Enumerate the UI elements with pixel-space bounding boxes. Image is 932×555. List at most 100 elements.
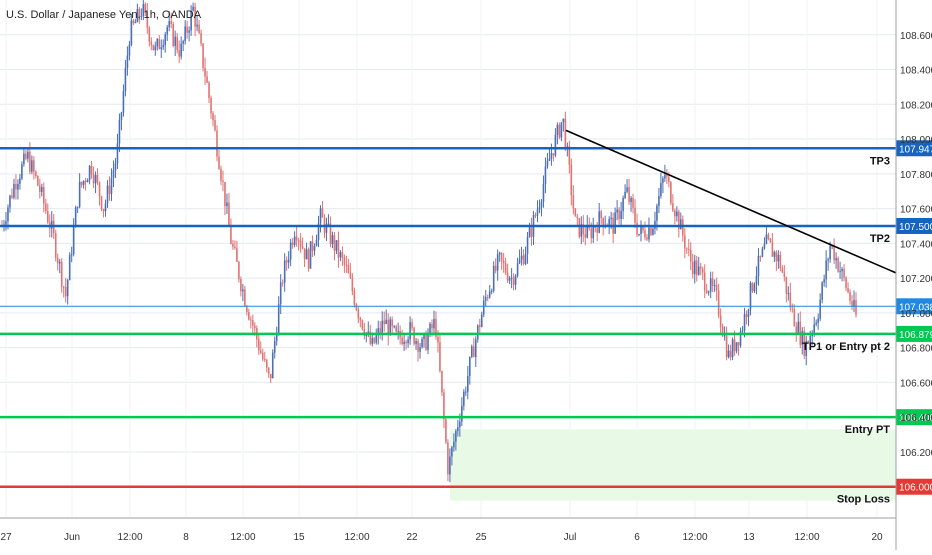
candle-body xyxy=(843,268,845,278)
candle-body xyxy=(490,290,493,292)
candle-body xyxy=(447,442,449,475)
level-label: TP3 xyxy=(870,155,890,167)
candle-body xyxy=(397,331,399,333)
candle-body xyxy=(174,36,176,46)
candle-body xyxy=(283,260,286,283)
candle-body xyxy=(827,259,829,261)
candle-body xyxy=(451,447,453,457)
candle-body xyxy=(614,212,616,234)
candle-body xyxy=(469,356,471,376)
candle-body xyxy=(220,168,222,181)
candle-body xyxy=(594,226,597,229)
candle-body xyxy=(530,227,533,237)
candle-body xyxy=(403,341,405,344)
candle-body xyxy=(554,134,557,156)
candle-body xyxy=(496,254,499,271)
price-tag xyxy=(896,298,932,315)
candle-body xyxy=(705,290,708,293)
candle-body xyxy=(19,178,21,184)
candle-body xyxy=(234,246,236,249)
candle-body xyxy=(363,328,366,337)
candle-body xyxy=(598,211,601,233)
y-tick-label: 106.800 xyxy=(900,344,932,355)
candle-body xyxy=(230,224,232,244)
candle-body xyxy=(146,12,149,28)
candle-body xyxy=(391,319,393,327)
candle-body xyxy=(634,207,636,223)
candle-body xyxy=(58,261,61,264)
candle-body xyxy=(194,6,196,27)
candle-body xyxy=(767,234,770,239)
candle-body xyxy=(536,209,539,216)
candle-body xyxy=(737,342,740,346)
candle-body xyxy=(755,276,758,285)
candle-body xyxy=(269,373,272,379)
candle-body xyxy=(735,342,738,352)
candle-body xyxy=(39,185,41,192)
candle-body xyxy=(719,315,722,327)
candle-body xyxy=(23,153,25,165)
candle-body xyxy=(701,268,704,273)
candle-body xyxy=(855,300,857,315)
candle-body xyxy=(383,320,386,325)
candle-body xyxy=(474,339,477,358)
price-tag-label: 106.000 xyxy=(899,483,932,494)
candle-body xyxy=(749,282,752,310)
candle-body xyxy=(851,301,853,307)
x-tick-label: Jul xyxy=(564,532,577,543)
candle-body xyxy=(534,214,537,216)
x-tick-label: Jun xyxy=(64,532,80,543)
candle-body xyxy=(9,195,11,208)
candle-body xyxy=(423,334,425,340)
y-tick-label: 107.200 xyxy=(900,274,932,285)
price-tag-label: 107.500 xyxy=(899,222,932,233)
candle-body xyxy=(638,234,640,236)
candle-body xyxy=(853,300,855,307)
candle-body xyxy=(355,304,358,310)
candle-body xyxy=(839,271,841,273)
candle-body xyxy=(443,392,445,420)
candle-body xyxy=(546,160,549,167)
x-tick-label: 22 xyxy=(406,532,418,543)
candle-body xyxy=(586,225,589,238)
candle-body xyxy=(550,153,553,159)
candle-body xyxy=(684,235,686,249)
price-tag xyxy=(896,140,932,157)
x-tick-label: 20 xyxy=(871,532,883,543)
candle-body xyxy=(449,456,451,475)
candle-body xyxy=(132,20,135,24)
candle-body xyxy=(299,240,302,247)
candle-body xyxy=(478,325,481,327)
candle-body xyxy=(590,228,593,239)
candle-body xyxy=(108,185,111,194)
candle-body xyxy=(662,178,664,183)
candle-body xyxy=(196,24,198,27)
candle-body xyxy=(200,33,202,44)
candle-body xyxy=(29,151,31,172)
candle-body xyxy=(182,41,184,44)
candle-body xyxy=(467,375,469,392)
candle-body xyxy=(228,202,230,225)
candle-body xyxy=(695,260,698,275)
candle-body xyxy=(5,221,7,225)
candle-body xyxy=(216,130,218,157)
candle-body xyxy=(544,166,547,185)
candle-body xyxy=(562,118,565,123)
price-tag-label: 106.879 xyxy=(899,330,932,341)
candle-body xyxy=(166,27,169,35)
candle-body xyxy=(747,309,750,317)
candle-body xyxy=(717,290,720,316)
candle-body xyxy=(801,331,804,345)
x-tick-label: 25 xyxy=(475,532,487,543)
candle-body xyxy=(361,320,364,329)
candle-body xyxy=(246,306,248,313)
candle-body xyxy=(37,176,39,186)
candle-body xyxy=(112,170,115,178)
candle-body xyxy=(841,268,843,272)
candle-body xyxy=(104,203,107,212)
candle-body xyxy=(463,391,465,406)
candle-body xyxy=(158,39,161,50)
candle-body xyxy=(685,248,688,250)
candle-body xyxy=(522,255,525,265)
